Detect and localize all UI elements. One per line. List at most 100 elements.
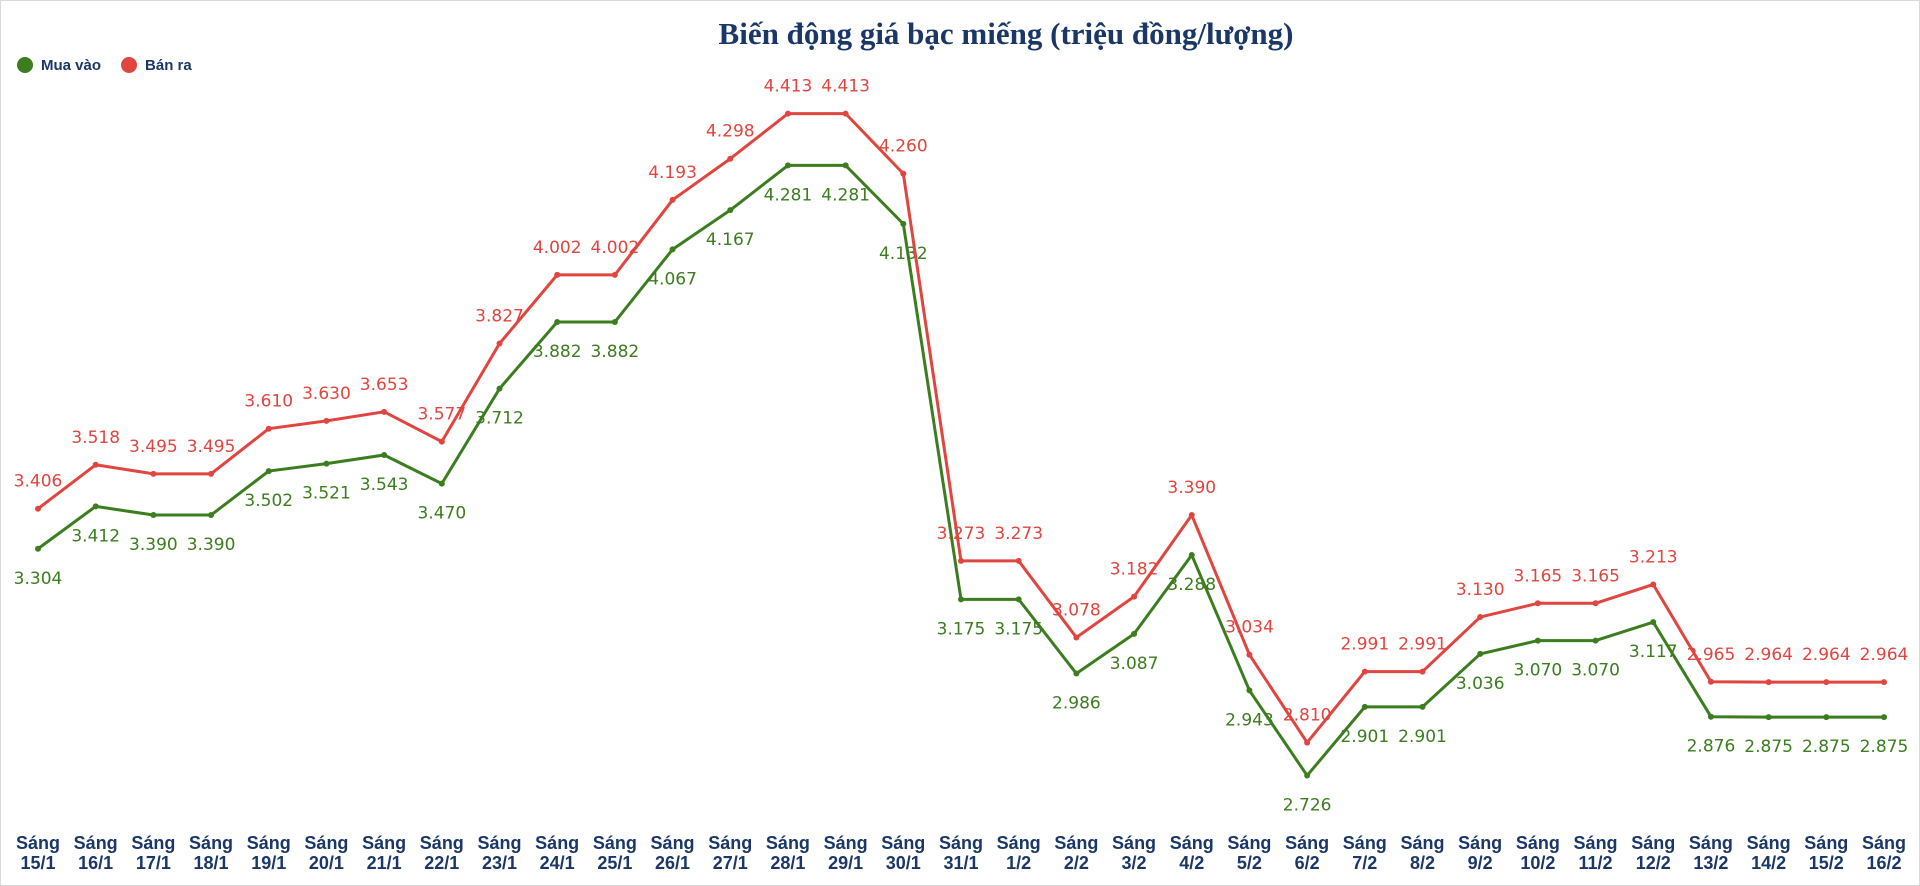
data-label: 2.964: [1802, 645, 1851, 665]
point: [1534, 600, 1541, 607]
point: [669, 196, 676, 203]
x-tick-label: Sáng 5/2: [1227, 833, 1272, 873]
point: [611, 271, 618, 278]
data-label: 3.165: [1514, 566, 1563, 586]
data-label: 4.281: [821, 185, 870, 205]
point: [92, 503, 99, 510]
point: [958, 557, 964, 564]
data-label: 2.991: [1398, 635, 1447, 655]
x-tick-label: Sáng 11/2: [1573, 833, 1618, 873]
data-label: 3.712: [475, 409, 524, 429]
point: [208, 470, 215, 477]
data-label: 3.165: [1571, 566, 1620, 586]
data-label: 3.070: [1514, 661, 1563, 681]
data-label: 2.875: [1744, 737, 1793, 757]
data-label: 2.875: [1860, 737, 1909, 757]
data-label: 3.390: [129, 535, 178, 555]
point: [1707, 678, 1714, 685]
point: [554, 271, 561, 278]
x-tick-label: Sáng 14/2: [1746, 833, 1791, 873]
point: [1823, 714, 1830, 721]
point: [1765, 679, 1772, 686]
data-label: 3.273: [937, 524, 986, 544]
data-label: 4.193: [648, 163, 697, 183]
data-label: 3.882: [591, 342, 640, 362]
point: [842, 162, 849, 169]
point: [900, 220, 907, 227]
legend-label: Bán ra: [145, 57, 192, 74]
data-label: 2.876: [1687, 737, 1736, 757]
data-label: 2.964: [1744, 645, 1793, 665]
point: [1304, 739, 1311, 746]
x-tick-label: Sáng 12/2: [1631, 833, 1676, 873]
point: [1881, 714, 1887, 721]
point: [1477, 650, 1484, 657]
point: [1361, 668, 1368, 675]
point: [784, 162, 791, 169]
data-label: 3.630: [302, 384, 351, 404]
point: [208, 512, 215, 519]
data-label: 3.495: [187, 437, 236, 457]
point: [381, 451, 388, 458]
point: [381, 408, 388, 415]
x-tick-label: Sáng 29/1: [823, 833, 868, 873]
point: [784, 110, 791, 117]
x-tick-label: Sáng 20/1: [304, 833, 349, 873]
x-tick-label: Sáng 16/1: [73, 833, 118, 873]
data-label: 3.182: [1110, 560, 1159, 580]
data-label: 3.577: [417, 405, 466, 425]
point: [900, 170, 907, 177]
data-label: 3.543: [360, 475, 409, 495]
point: [1073, 670, 1080, 677]
x-tick-label: Sáng 23/1: [477, 833, 522, 873]
x-tick-label: Sáng 10/2: [1515, 833, 1560, 873]
data-label: 4.260: [879, 137, 928, 157]
x-tick-label: Sáng 8/2: [1400, 833, 1445, 873]
legend-marker: [121, 57, 138, 73]
legend-label: Mua vào: [41, 57, 101, 74]
data-label: 3.610: [244, 392, 293, 412]
data-label: 3.117: [1629, 642, 1678, 662]
data-label: 3.470: [417, 504, 466, 524]
point: [150, 470, 157, 477]
x-tick-label: Sáng 27/1: [708, 833, 753, 873]
point: [1650, 619, 1657, 626]
data-label: 2.810: [1283, 706, 1332, 726]
point: [1650, 581, 1657, 588]
point: [554, 318, 561, 325]
point: [1188, 512, 1195, 519]
data-label: 3.213: [1629, 547, 1678, 567]
point: [1823, 679, 1830, 686]
data-label: 3.036: [1456, 674, 1505, 694]
x-tick-label: Sáng 9/2: [1458, 833, 1503, 873]
data-label: 3.175: [937, 619, 986, 639]
x-tick-label: Sáng 25/1: [592, 833, 637, 873]
data-label: 2.986: [1052, 694, 1101, 714]
data-label: 3.130: [1456, 580, 1505, 600]
x-tick-label: Sáng 30/1: [881, 833, 926, 873]
point: [438, 480, 445, 487]
data-label: 3.034: [1225, 618, 1274, 638]
x-tick-label: Sáng 21/1: [362, 833, 407, 873]
point: [1131, 593, 1138, 600]
data-label: 3.175: [994, 619, 1043, 639]
point: [323, 460, 330, 467]
data-label: 4.002: [591, 238, 640, 258]
x-tick-label: Sáng 3/2: [1112, 833, 1157, 873]
data-label: 3.502: [244, 491, 293, 511]
point: [1881, 679, 1887, 686]
point: [35, 505, 41, 512]
data-label: 3.304: [14, 569, 63, 589]
data-label: 3.495: [129, 437, 178, 457]
x-tick-label: Sáng 1/2: [996, 833, 1041, 873]
data-label: 4.281: [764, 185, 813, 205]
point: [35, 545, 41, 552]
data-label: 2.943: [1225, 710, 1274, 730]
point: [1015, 596, 1022, 603]
data-label: 4.167: [706, 230, 755, 250]
data-label: 3.087: [1110, 654, 1159, 674]
x-tick-label: Sáng 26/1: [650, 833, 695, 873]
data-label: 3.070: [1571, 661, 1620, 681]
